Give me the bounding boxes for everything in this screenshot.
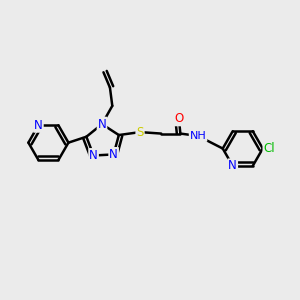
Text: Cl: Cl bbox=[263, 142, 275, 155]
Text: N: N bbox=[34, 119, 43, 132]
Text: S: S bbox=[136, 126, 144, 139]
Text: N: N bbox=[109, 148, 118, 161]
Text: O: O bbox=[174, 112, 184, 125]
Text: N: N bbox=[228, 159, 237, 172]
Text: N: N bbox=[98, 118, 106, 130]
Text: NH: NH bbox=[190, 131, 206, 141]
Text: N: N bbox=[89, 149, 98, 162]
